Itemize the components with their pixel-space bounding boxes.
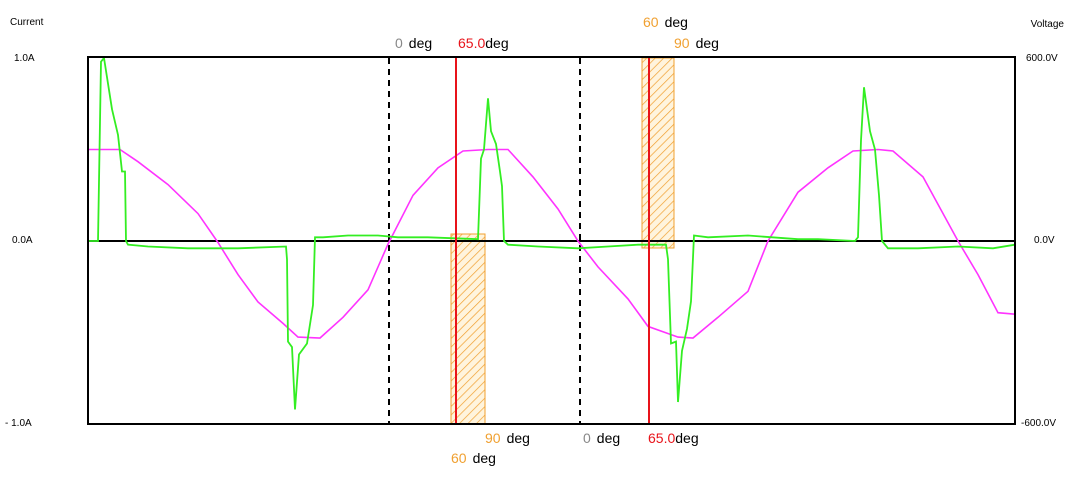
orange-90-label-top: 90 deg: [674, 35, 719, 51]
orange-60-value: 60: [643, 14, 659, 30]
zero-deg-label-bottom: 0 deg: [583, 430, 620, 446]
orange-90-label-bottom: 90 deg: [485, 430, 530, 446]
deg-unit: deg: [485, 35, 508, 51]
right-tick-label: -600.0V: [1021, 418, 1056, 429]
deg-unit: deg: [597, 430, 620, 446]
zero-deg-label-top: 0 deg: [395, 35, 432, 51]
orange-60-value: 60: [451, 450, 467, 466]
deg-unit: deg: [409, 35, 432, 51]
deg-unit: deg: [507, 430, 530, 446]
red-label-bottom: 65.0deg: [648, 430, 699, 446]
current-trace: [88, 57, 1015, 410]
right-tick-label: 0.0V: [1034, 235, 1055, 246]
left-tick-label: 1.0A: [14, 53, 35, 64]
right-tick-label: 600.0V: [1026, 53, 1058, 64]
zero-deg-value: 0: [583, 430, 591, 446]
voltage-trace: [88, 148, 1015, 339]
orange-60-label-bottom: 60 deg: [451, 450, 496, 466]
zero-deg-value: 0: [395, 35, 403, 51]
red-65-value: 65.0: [458, 35, 485, 51]
orange-90-value: 90: [674, 35, 690, 51]
left-tick-label: 0.0A: [12, 235, 33, 246]
orange-box-upper: [641, 57, 675, 249]
deg-unit: deg: [665, 14, 688, 30]
right-axis-title: Voltage: [1031, 19, 1065, 30]
orange-60-label-top: 60 deg: [643, 14, 688, 30]
deg-unit: deg: [473, 450, 496, 466]
red-65-value: 65.0: [648, 430, 675, 446]
orange-90-value: 90: [485, 430, 501, 446]
red-label-top: 65.0deg: [458, 35, 509, 51]
left-tick-label: - 1.0A: [5, 418, 32, 429]
deg-unit: deg: [696, 35, 719, 51]
left-axis-title: Current: [10, 17, 44, 28]
deg-unit: deg: [675, 430, 698, 446]
plot-frame: [87, 56, 1016, 425]
